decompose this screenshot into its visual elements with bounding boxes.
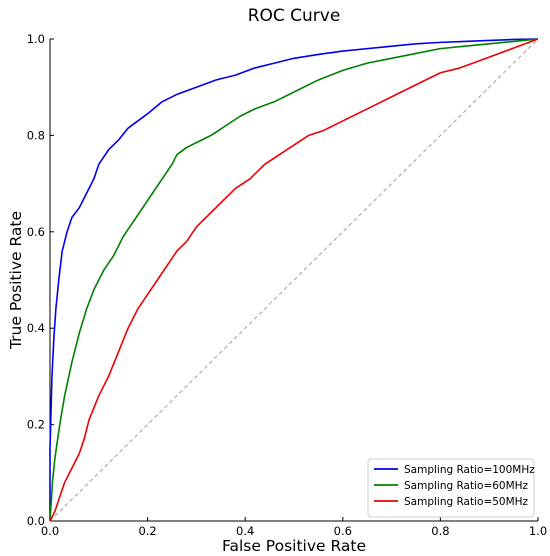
x-tick-label: 1.0 <box>529 524 547 538</box>
roc-line-series-3 <box>49 38 539 522</box>
x-tick-label: 0.0 <box>41 524 59 538</box>
y-axis-title: True Positive Rate <box>7 211 25 350</box>
chart-title: ROC Curve <box>248 6 341 26</box>
x-tick-label: 0.2 <box>138 524 156 538</box>
y-tick-label: 0.6 <box>27 225 45 239</box>
x-tick-label: 0.8 <box>431 524 449 538</box>
x-tick-label: 0.6 <box>334 524 352 538</box>
y-tick-label: 0.8 <box>27 128 45 142</box>
axes: 0.0 0.2 0.4 0.6 0.8 1.0 0.0 0.2 0.4 0.6 0.8 1.0 <box>27 32 547 538</box>
legend-label: Sampling Ratio=50MHz <box>404 496 529 508</box>
random-classifier-diagonal <box>49 38 539 522</box>
legend-label: Sampling Ratio=100MHz <box>404 464 535 476</box>
legend: Sampling Ratio=100MHz Sampling Ratio=60MH… <box>367 458 535 518</box>
y-tick-label: 0.4 <box>27 321 45 335</box>
y-tick-label: 0.2 <box>27 418 45 432</box>
reference-line-layer <box>49 38 539 522</box>
legend-box <box>367 458 535 518</box>
roc-line-series-2 <box>49 38 539 522</box>
series-layer <box>49 38 539 522</box>
y-tick-label: 1.0 <box>27 32 45 46</box>
legend-label: Sampling Ratio=60MHz <box>404 480 529 492</box>
roc-line-series-1 <box>49 38 539 521</box>
y-tick-label: 0.0 <box>27 514 45 528</box>
x-axis-title: False Positive Rate <box>222 537 366 555</box>
x-tick-label: 0.4 <box>236 524 254 538</box>
